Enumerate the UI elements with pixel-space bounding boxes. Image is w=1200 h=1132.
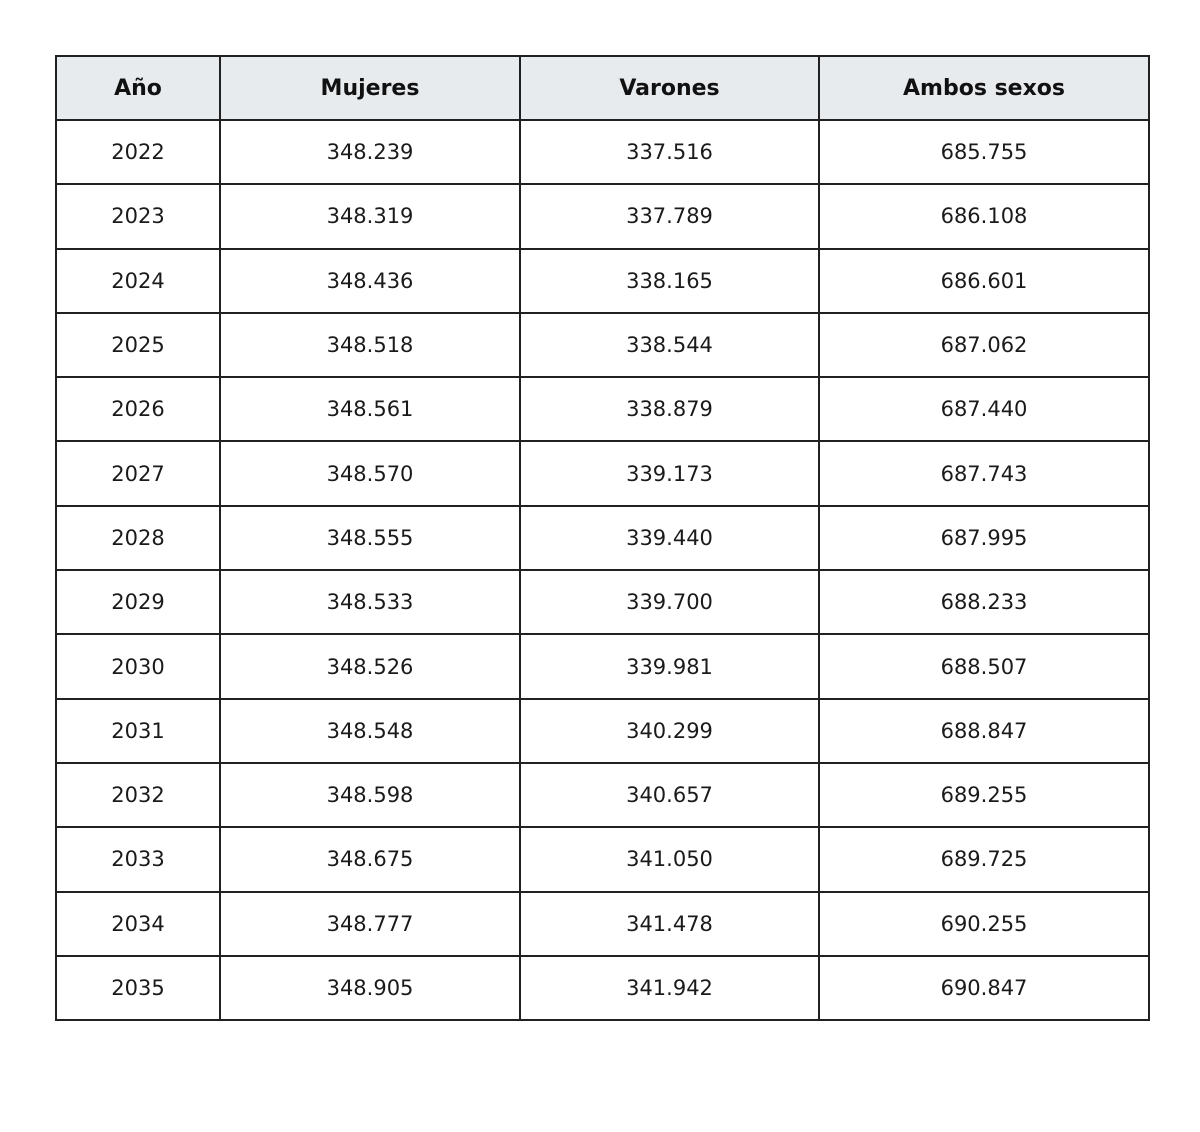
year-cell: 2034 bbox=[55, 890, 221, 957]
table-row: 2033 348.675 341.050 689.725 bbox=[55, 826, 1150, 893]
value-cell: 339.173 bbox=[519, 440, 820, 507]
value-cell: 348.555 bbox=[219, 504, 521, 572]
value-cell: 348.905 bbox=[219, 954, 521, 1022]
value-cell: 688.847 bbox=[818, 697, 1150, 764]
table-row: 2025 348.518 338.544 687.062 bbox=[55, 311, 1150, 379]
value-cell: 338.544 bbox=[519, 311, 820, 379]
table-row: 2027 348.570 339.173 687.743 bbox=[55, 440, 1150, 507]
value-cell: 689.255 bbox=[818, 761, 1150, 829]
value-cell: 687.743 bbox=[818, 440, 1150, 507]
year-cell: 2025 bbox=[55, 311, 221, 379]
value-cell: 690.847 bbox=[818, 954, 1150, 1022]
value-cell: 348.548 bbox=[219, 697, 521, 764]
value-cell: 348.777 bbox=[219, 890, 521, 957]
year-cell: 2023 bbox=[55, 183, 221, 250]
table-header-row: Año Mujeres Varones Ambos sexos bbox=[55, 55, 1150, 121]
value-cell: 337.516 bbox=[519, 118, 820, 186]
year-cell: 2031 bbox=[55, 697, 221, 764]
year-cell: 2033 bbox=[55, 826, 221, 893]
value-cell: 348.675 bbox=[219, 826, 521, 893]
value-cell: 689.725 bbox=[818, 826, 1150, 893]
table-row: 2029 348.533 339.700 688.233 bbox=[55, 569, 1150, 636]
value-cell: 348.319 bbox=[219, 183, 521, 250]
value-cell: 687.995 bbox=[818, 504, 1150, 572]
column-header-varones: Varones bbox=[519, 55, 820, 121]
value-cell: 685.755 bbox=[818, 118, 1150, 186]
value-cell: 348.436 bbox=[219, 247, 521, 314]
value-cell: 338.165 bbox=[519, 247, 820, 314]
table-row: 2026 348.561 338.879 687.440 bbox=[55, 376, 1150, 443]
value-cell: 687.062 bbox=[818, 311, 1150, 379]
column-header-ano: Año bbox=[55, 55, 221, 121]
year-cell: 2022 bbox=[55, 118, 221, 186]
value-cell: 341.942 bbox=[519, 954, 820, 1022]
table-row: 2024 348.436 338.165 686.601 bbox=[55, 247, 1150, 314]
table-row: 2031 348.548 340.299 688.847 bbox=[55, 697, 1150, 764]
value-cell: 348.239 bbox=[219, 118, 521, 186]
year-cell: 2029 bbox=[55, 569, 221, 636]
value-cell: 339.981 bbox=[519, 633, 820, 700]
value-cell: 348.598 bbox=[219, 761, 521, 829]
year-cell: 2024 bbox=[55, 247, 221, 314]
value-cell: 337.789 bbox=[519, 183, 820, 250]
table-row: 2035 348.905 341.942 690.847 bbox=[55, 954, 1150, 1022]
value-cell: 348.526 bbox=[219, 633, 521, 700]
value-cell: 341.478 bbox=[519, 890, 820, 957]
value-cell: 348.533 bbox=[219, 569, 521, 636]
year-cell: 2035 bbox=[55, 954, 221, 1022]
year-cell: 2026 bbox=[55, 376, 221, 443]
year-cell: 2032 bbox=[55, 761, 221, 829]
table-row: 2032 348.598 340.657 689.255 bbox=[55, 761, 1150, 829]
year-cell: 2028 bbox=[55, 504, 221, 572]
value-cell: 338.879 bbox=[519, 376, 820, 443]
table-row: 2030 348.526 339.981 688.507 bbox=[55, 633, 1150, 700]
column-header-ambos-sexos: Ambos sexos bbox=[818, 55, 1150, 121]
value-cell: 340.657 bbox=[519, 761, 820, 829]
value-cell: 690.255 bbox=[818, 890, 1150, 957]
year-cell: 2027 bbox=[55, 440, 221, 507]
population-projection-table: Año Mujeres Varones Ambos sexos 2022 348.239… bbox=[55, 55, 1150, 1022]
value-cell: 686.108 bbox=[818, 183, 1150, 250]
value-cell: 339.700 bbox=[519, 569, 820, 636]
value-cell: 348.561 bbox=[219, 376, 521, 443]
value-cell: 341.050 bbox=[519, 826, 820, 893]
table-row: 2034 348.777 341.478 690.255 bbox=[55, 890, 1150, 957]
table-row: 2028 348.555 339.440 687.995 bbox=[55, 504, 1150, 572]
table-row: 2022 348.239 337.516 685.755 bbox=[55, 118, 1150, 186]
value-cell: 348.570 bbox=[219, 440, 521, 507]
value-cell: 687.440 bbox=[818, 376, 1150, 443]
population-projection-table-container: Año Mujeres Varones Ambos sexos 2022 348.239… bbox=[55, 55, 1150, 1022]
year-cell: 2030 bbox=[55, 633, 221, 700]
value-cell: 688.507 bbox=[818, 633, 1150, 700]
column-header-mujeres: Mujeres bbox=[219, 55, 521, 121]
value-cell: 340.299 bbox=[519, 697, 820, 764]
value-cell: 339.440 bbox=[519, 504, 820, 572]
value-cell: 688.233 bbox=[818, 569, 1150, 636]
value-cell: 686.601 bbox=[818, 247, 1150, 314]
value-cell: 348.518 bbox=[219, 311, 521, 379]
table-row: 2023 348.319 337.789 686.108 bbox=[55, 183, 1150, 250]
